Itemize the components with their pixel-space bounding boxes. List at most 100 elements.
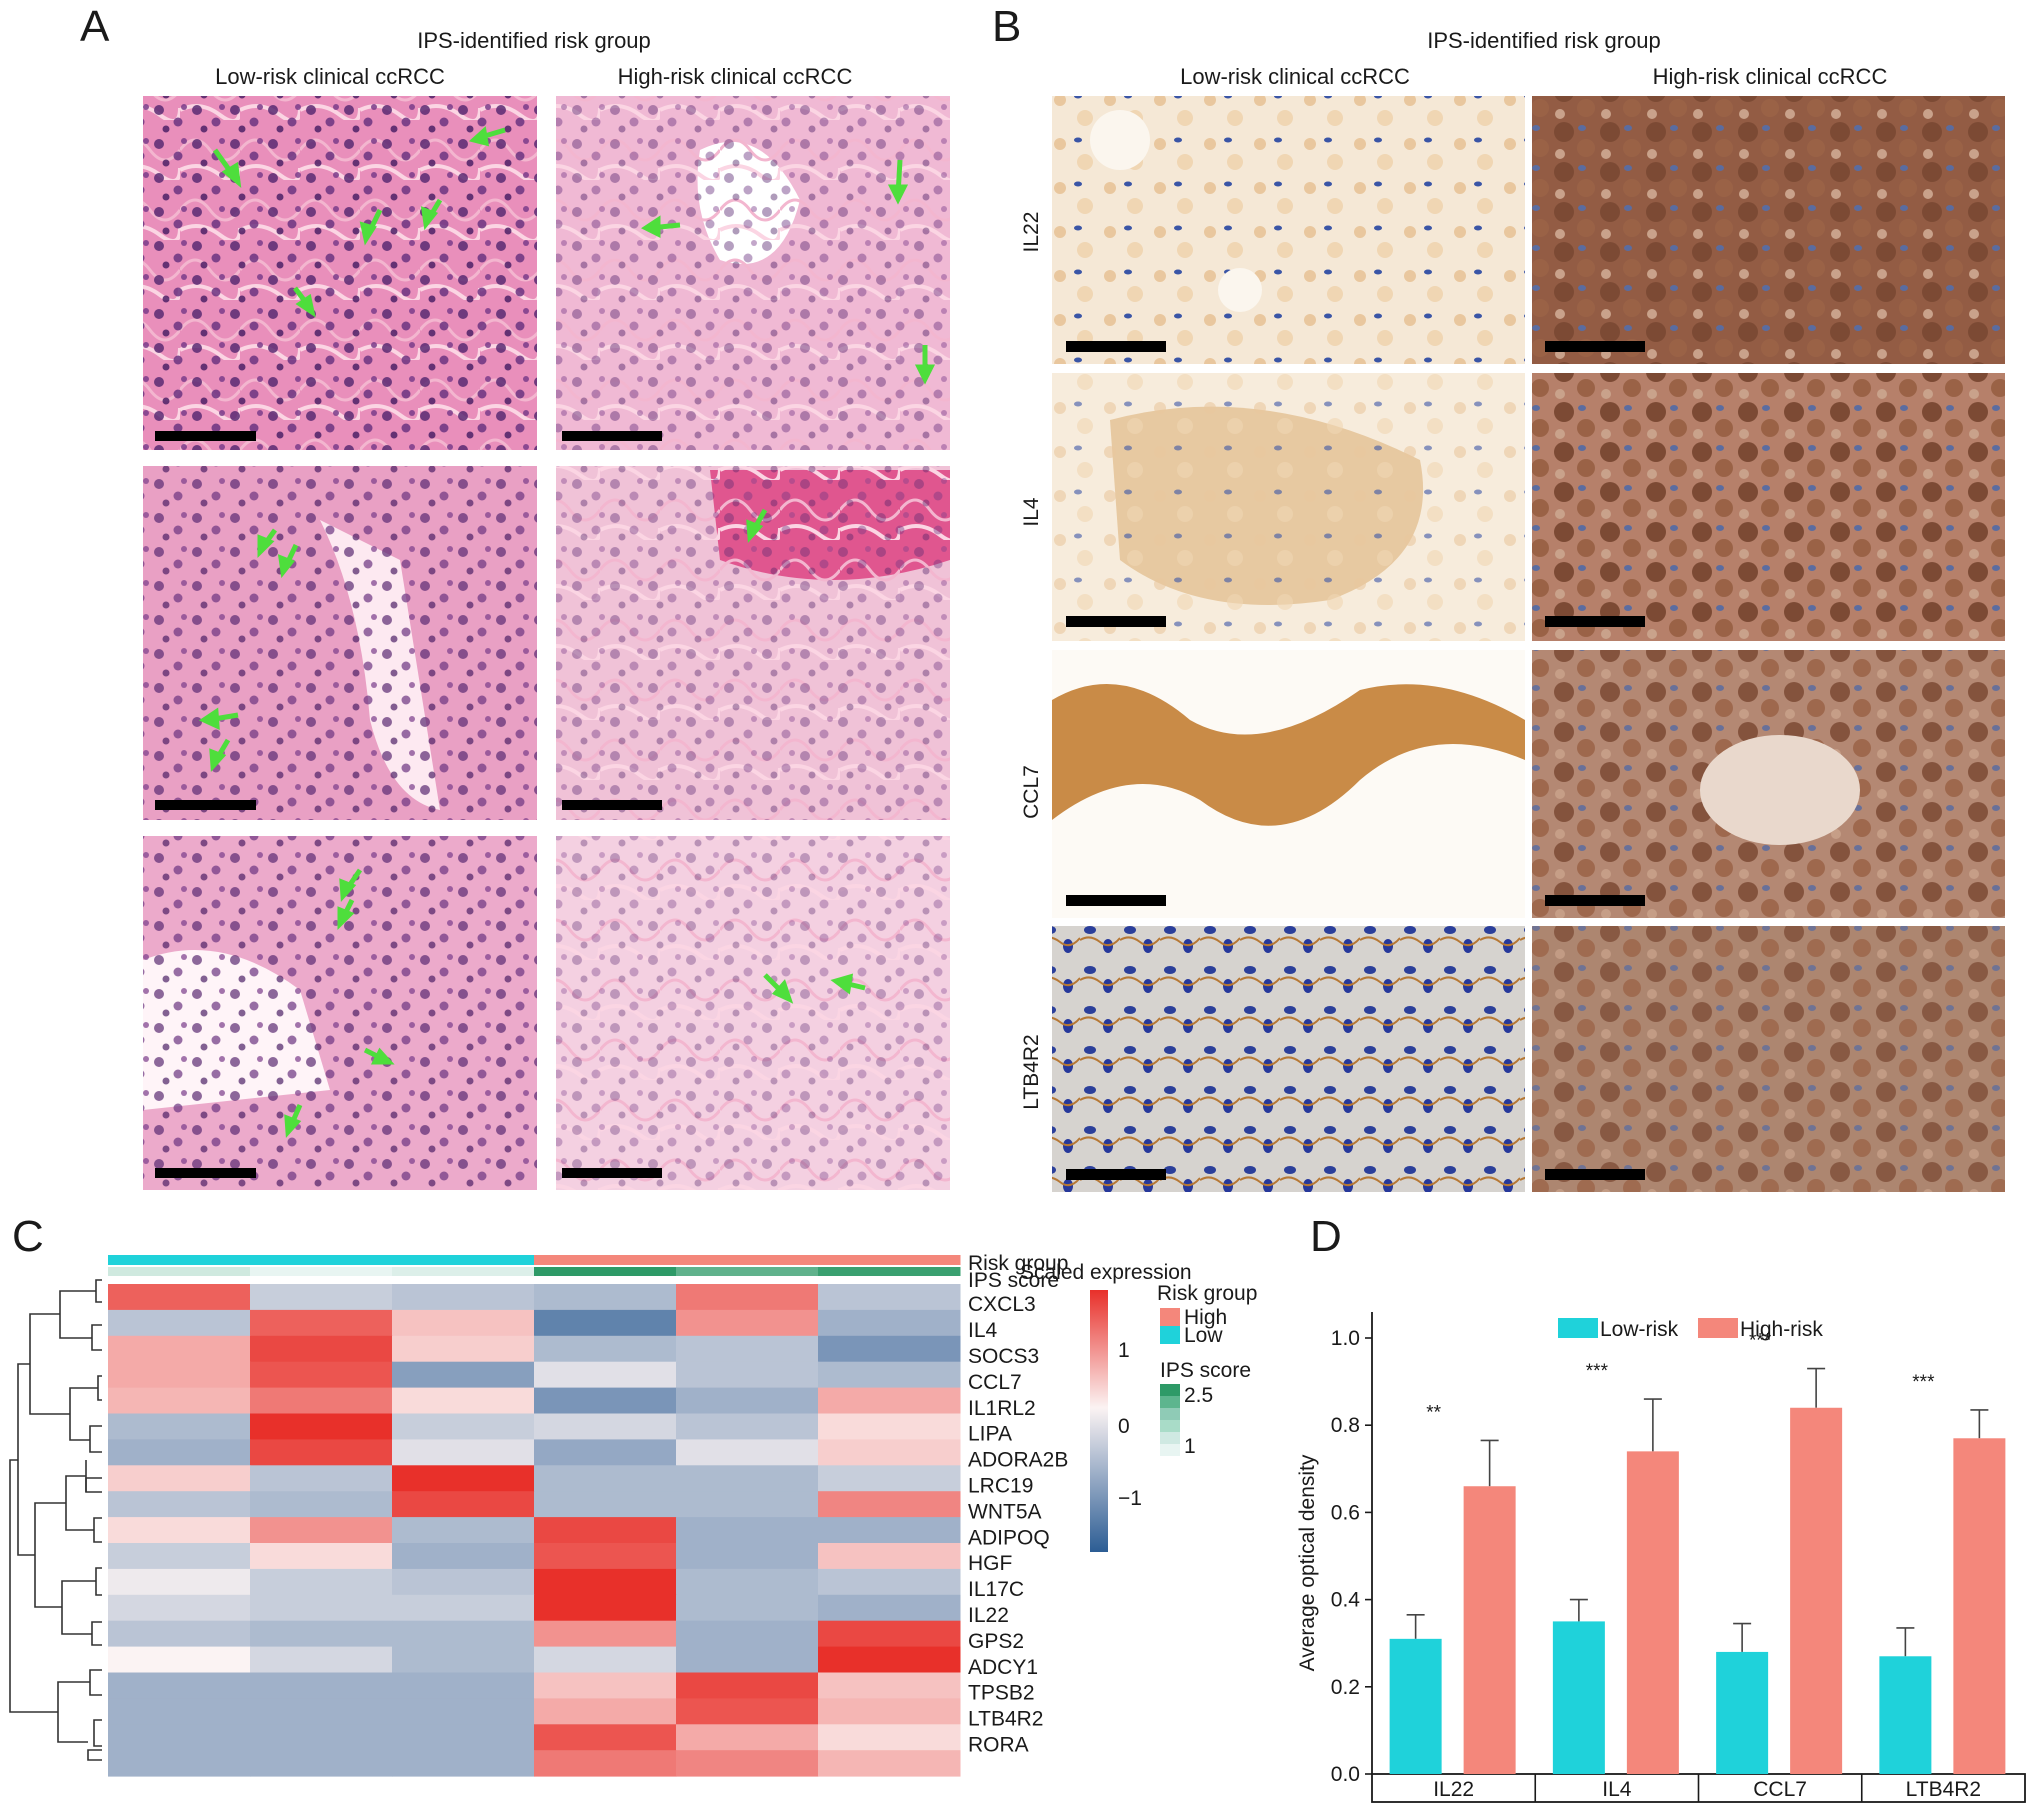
heatmap-cell [108, 1517, 251, 1544]
heatmap-cell [250, 1620, 393, 1648]
heatmap-cell [534, 1646, 677, 1673]
y-axis-title: Average optical density [1296, 1454, 1319, 1671]
bar-high-risk [1626, 1451, 1679, 1774]
he-tile-low-2 [143, 466, 537, 820]
risk-high-label: High [1184, 1306, 1227, 1329]
scale-tick-label: 1 [1118, 1339, 1130, 1362]
heatmap-cell [676, 1543, 819, 1570]
panel-b-col-high: High-risk clinical ccRCC [1652, 64, 1888, 89]
gene-label: WNT5A [968, 1500, 1042, 1523]
heatmap-cell [392, 1439, 535, 1466]
he-tile-low-3 [143, 836, 537, 1190]
heatmap-cell [250, 1517, 393, 1544]
ihc-tile-ltb4r2-high [1532, 926, 2005, 1192]
heatmap-cell [108, 1594, 251, 1622]
gene-label: ADIPOQ [968, 1526, 1050, 1549]
y-tick-label: 0.0 [1331, 1763, 1360, 1786]
ips-score-bar [392, 1267, 535, 1276]
heatmap-cell [392, 1568, 535, 1596]
heatmap-cell [108, 1543, 251, 1570]
gene-label: ADCY1 [968, 1656, 1038, 1679]
y-tick-label: 0.6 [1331, 1501, 1360, 1524]
heatmap-cell [108, 1698, 251, 1725]
heatmap-cell [250, 1543, 393, 1570]
heatmap-cell [534, 1620, 677, 1648]
risk-legend-title: Risk group [1157, 1282, 1257, 1305]
heatmap-cell [818, 1491, 961, 1518]
heatmap-cell [676, 1387, 819, 1414]
heatmap-cell [676, 1568, 819, 1596]
ips-score-bar [676, 1267, 819, 1276]
heatmap-cells [108, 1284, 961, 1777]
heatmap-cell [534, 1439, 677, 1466]
heatmap-cell [818, 1465, 961, 1492]
heatmap-cell [392, 1646, 535, 1673]
category-label: IL4 [1602, 1778, 1632, 1801]
heatmap-cell [108, 1387, 251, 1414]
gene-label: IL4 [968, 1319, 998, 1342]
gene-label: LIPA [968, 1423, 1012, 1446]
ips-score-bar [534, 1267, 677, 1276]
significance-marker: ** [1426, 1402, 1441, 1423]
heatmap-cell [818, 1620, 961, 1648]
heatmap-cell [108, 1413, 251, 1440]
bar-chart: 0.0 0.2 0.4 0.6 0.8 1.0 Average optical densit… [1296, 1312, 2026, 1803]
gene-label: IL17C [968, 1578, 1024, 1601]
heatmap-cell [534, 1594, 677, 1622]
heatmap-cell [676, 1491, 819, 1518]
gene-label: LTB4R2 [968, 1708, 1043, 1731]
heatmap-cell [392, 1543, 535, 1570]
heatmap-cell [392, 1594, 535, 1622]
heatmap-cell [676, 1361, 819, 1389]
annotation-label-ips: IPS score [968, 1269, 1059, 1292]
heatmap-cell [534, 1284, 677, 1311]
heatmap-cell [250, 1698, 393, 1725]
heatmap-cell [676, 1439, 819, 1466]
risk-group-bar [108, 1255, 251, 1265]
bar-low-risk [1879, 1656, 1932, 1774]
heatmap-cell [818, 1594, 961, 1622]
bar-high-risk [1463, 1486, 1516, 1774]
heatmap-cell [676, 1413, 819, 1440]
category-label: IL22 [1433, 1778, 1474, 1801]
heatmap-cell [534, 1724, 677, 1751]
heatmap-cell [534, 1465, 677, 1492]
heatmap-cell [818, 1517, 961, 1544]
heatmap-cell [676, 1335, 819, 1363]
y-tick-label: 0.4 [1331, 1589, 1361, 1612]
gene-label: CCL7 [968, 1371, 1022, 1394]
gene-label: GPS2 [968, 1630, 1024, 1653]
panel-d-letter: D [1310, 1212, 1342, 1261]
risk-group-bar [250, 1255, 393, 1265]
ihc-tile-il22-high [1532, 96, 2005, 364]
gene-label: TPSB2 [968, 1682, 1035, 1705]
heatmap-cell [676, 1284, 819, 1311]
heatmap-cell [818, 1413, 961, 1440]
risk-group-bar [818, 1255, 961, 1265]
heatmap-cell [818, 1284, 961, 1311]
heatmap-cell [818, 1750, 961, 1777]
heatmap-cell [108, 1724, 251, 1751]
ips-scale-step [1160, 1432, 1180, 1444]
heatmap-cell [392, 1620, 535, 1648]
risk-low-label: Low [1184, 1324, 1223, 1347]
heatmap-cell [392, 1413, 535, 1440]
heatmap-cell [818, 1335, 961, 1363]
gene-label: CXCL3 [968, 1293, 1036, 1316]
heatmap-cell [534, 1698, 677, 1725]
heatmap-cell [250, 1309, 393, 1337]
heatmap-cell [676, 1620, 819, 1648]
heatmap-cell [818, 1672, 961, 1699]
bar-high-risk [1790, 1407, 1843, 1774]
heatmap-cell [250, 1568, 393, 1596]
he-tile-high-3 [556, 836, 950, 1190]
panel-c-letter: C [12, 1212, 44, 1261]
heatmap-cell [392, 1672, 535, 1699]
risk-group-bar [676, 1255, 819, 1265]
significance-marker: *** [1912, 1372, 1935, 1393]
heatmap-cell [676, 1750, 819, 1777]
panel-b-letter: B [992, 2, 1022, 51]
heatmap-cell [818, 1646, 961, 1673]
